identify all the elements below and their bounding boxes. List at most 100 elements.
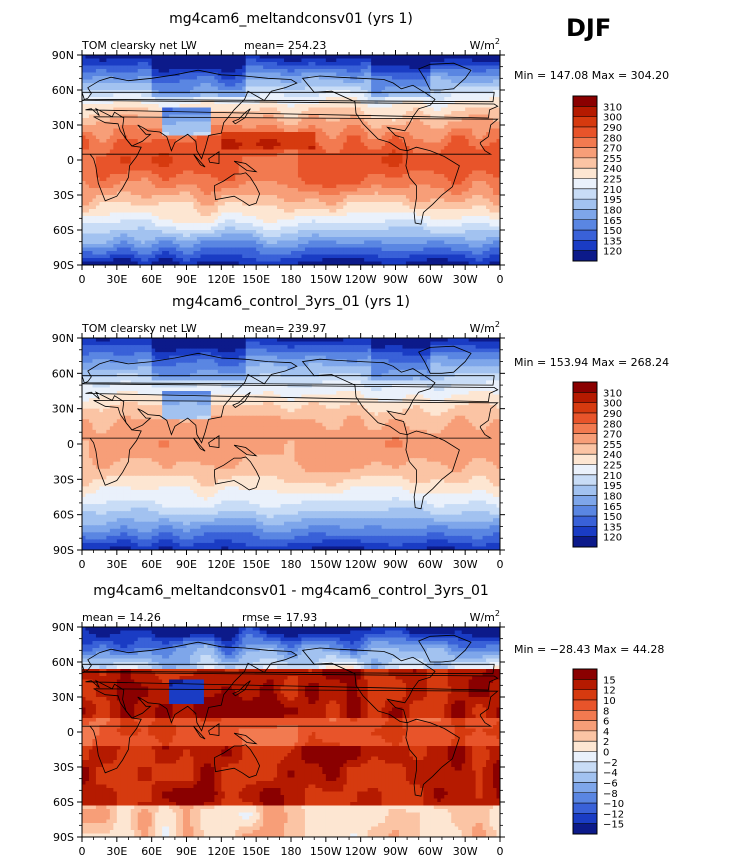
field-cell <box>402 100 407 105</box>
field-cell <box>176 58 181 63</box>
field-cell <box>461 121 466 126</box>
field-cell <box>465 114 470 119</box>
field-cell <box>468 188 473 193</box>
field-cell <box>339 195 344 200</box>
field-cell <box>339 104 344 109</box>
field-cell <box>179 167 184 172</box>
field-cell <box>186 163 191 168</box>
field-cell <box>444 111 449 116</box>
field-cell <box>458 174 463 179</box>
field-cell <box>193 132 198 137</box>
field-cell <box>332 174 337 179</box>
field-cell <box>308 163 313 168</box>
field-cell <box>231 97 236 102</box>
field-cell <box>385 188 390 193</box>
data-field <box>82 55 500 265</box>
field-cell <box>270 163 275 168</box>
field-cell <box>308 125 313 130</box>
field-cell <box>120 104 125 109</box>
field-cell <box>440 114 445 119</box>
field-cell <box>280 174 285 179</box>
field-cell <box>186 107 191 112</box>
field-cell <box>440 132 445 137</box>
field-cell <box>318 174 323 179</box>
field-cell <box>318 160 323 165</box>
field-cell <box>294 174 299 179</box>
field-cell <box>120 184 125 189</box>
field-cell <box>496 132 500 137</box>
field-cell <box>249 118 254 123</box>
field-cell <box>318 121 323 126</box>
field-cell <box>423 83 428 88</box>
field-cell <box>346 156 351 161</box>
field-cell <box>360 97 365 102</box>
field-cell <box>378 156 383 161</box>
field-cell <box>367 86 372 91</box>
field-cell <box>99 65 104 70</box>
field-cell <box>343 146 348 151</box>
field-cell <box>412 128 417 133</box>
field-cell <box>148 65 153 70</box>
field-cell <box>395 62 400 67</box>
field-cell <box>472 72 477 77</box>
field-cell <box>179 65 184 70</box>
field-cell <box>221 198 226 203</box>
field-cell <box>458 128 463 133</box>
field-cell <box>252 191 257 196</box>
field-cell <box>308 139 313 144</box>
field-cell <box>88 83 94 88</box>
field-cell <box>374 181 379 186</box>
field-cell <box>287 97 292 102</box>
field-cell <box>186 181 191 186</box>
field-cell <box>479 174 484 179</box>
field-cell <box>444 65 449 70</box>
field-cell <box>85 125 90 130</box>
field-cell <box>127 62 132 67</box>
field-cell <box>266 170 271 175</box>
field-cell <box>123 149 128 154</box>
field-cell <box>423 135 428 140</box>
field-cell <box>273 86 278 91</box>
field-cell <box>151 163 156 168</box>
field-cell <box>270 69 275 74</box>
field-cell <box>360 69 365 74</box>
field-cell <box>200 188 205 193</box>
field-cell <box>116 177 121 182</box>
field-cell <box>158 76 163 81</box>
field-cell <box>357 93 362 98</box>
field-cell <box>447 97 452 102</box>
field-cell <box>189 160 195 165</box>
field-cell <box>92 62 97 67</box>
field-cell <box>196 76 202 81</box>
field-cell <box>169 111 174 116</box>
field-cell <box>493 139 498 144</box>
field-cell <box>179 107 184 112</box>
field-cell <box>99 104 104 109</box>
field-cell <box>203 118 208 123</box>
field-cell <box>304 93 310 98</box>
field-cell <box>109 177 114 182</box>
field-cell <box>405 62 411 67</box>
field-cell <box>437 100 442 105</box>
field-cell <box>304 142 310 147</box>
field-cell <box>263 55 268 60</box>
field-cell <box>116 170 121 175</box>
field-cell <box>109 125 114 130</box>
field-cell <box>388 55 393 60</box>
field-cell <box>148 107 153 112</box>
field-cell <box>440 156 445 161</box>
field-cell <box>353 93 358 98</box>
field-cell <box>137 181 142 186</box>
field-cell <box>263 195 268 200</box>
field-cell <box>144 58 149 63</box>
field-cell <box>378 163 383 168</box>
field-cell <box>263 184 268 189</box>
field-cell <box>493 83 498 88</box>
field-cell <box>388 163 393 168</box>
field-cell <box>287 191 292 196</box>
field-cell <box>137 174 142 179</box>
field-cell <box>95 93 101 98</box>
field-cell <box>367 125 372 130</box>
field-cell <box>228 93 233 98</box>
field-cell <box>259 188 264 193</box>
